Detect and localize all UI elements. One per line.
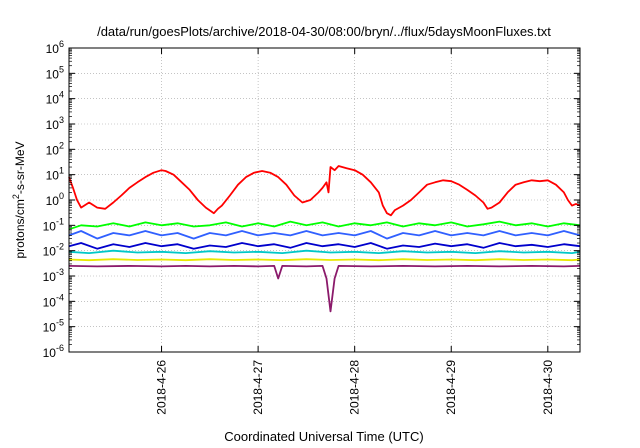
y-tick-label: 101 (46, 166, 64, 183)
y-tick-label-base: 10 (46, 169, 60, 183)
y-axis-label-sup: 2 (11, 194, 21, 199)
y-tick-label: 10-4 (43, 292, 64, 309)
y-tick-label: 10-6 (43, 343, 64, 360)
y-tick-label-base: 10 (43, 219, 57, 233)
y-tick-label-base: 10 (46, 42, 60, 56)
y-tick-label: 105 (46, 64, 64, 81)
x-tick-label: 2018-4-26 (155, 360, 169, 415)
y-tick-label: 103 (46, 115, 64, 132)
grid-lines (69, 48, 580, 352)
data-series (68, 165, 581, 313)
x-tick-label: 2018-4-28 (348, 360, 362, 415)
y-tick-label-exp: -6 (56, 343, 64, 353)
y-tick-label: 102 (46, 140, 64, 157)
y-tick-label-exp: 4 (59, 90, 64, 100)
y-tick-label-exp: 0 (59, 191, 64, 201)
plot-frame (68, 47, 581, 353)
y-tick-label: 10-1 (43, 216, 64, 233)
y-tick-label-base: 10 (43, 270, 57, 284)
y-axis-label-suffix: -s-sr-MeV (13, 141, 27, 194)
y-tick-label-exp: 3 (59, 115, 64, 125)
x-tick-label: 2018-4-30 (541, 360, 555, 415)
y-tick-label-exp: -4 (56, 292, 64, 302)
y-tick-label: 10-5 (43, 318, 64, 335)
y-axis-label-prefix: protons/cm (13, 199, 27, 258)
series-line-6 (68, 258, 581, 262)
series-line-5 (68, 249, 581, 255)
chart-title: /data/run/goesPlots/archive/2018-04-30/0… (97, 24, 551, 39)
y-tick-label-base: 10 (43, 346, 57, 360)
y-tick-label-base: 10 (46, 118, 60, 132)
y-tick-label: 106 (46, 39, 64, 56)
y-tick-label-exp: -2 (56, 242, 64, 252)
series-line-1 (68, 165, 581, 217)
y-tick-label-exp: -1 (56, 216, 64, 226)
series-line-2 (68, 220, 581, 231)
y-tick-label-exp: 5 (59, 64, 64, 74)
y-tick-label: 104 (46, 90, 64, 107)
y-tick-label-exp: 6 (59, 39, 64, 49)
y-tick-label-exp: -5 (56, 318, 64, 328)
y-tick-label: 100 (46, 191, 64, 208)
series-line-7 (68, 264, 581, 313)
y-axis-ticks: 10-610-510-410-310-210-11001011021031041… (43, 39, 580, 360)
y-tick-label-exp: 2 (59, 140, 64, 150)
x-axis-ticks: 2018-4-26 2018-4-27 2018-4-28 2018-4-29 2018… (155, 48, 555, 415)
y-tick-label-base: 10 (46, 194, 60, 208)
y-tick-label-base: 10 (46, 67, 60, 81)
y-tick-label-exp: 1 (59, 166, 64, 176)
y-tick-label-base: 10 (46, 93, 60, 107)
y-tick-label-base: 10 (43, 245, 57, 259)
y-tick-label-exp: -3 (56, 267, 64, 277)
y-tick-label: 10-2 (43, 242, 64, 259)
y-tick-label-base: 10 (43, 295, 57, 309)
y-tick-label-base: 10 (46, 143, 60, 157)
y-axis-label: protons/cm2-s-sr-MeV (11, 141, 27, 258)
x-tick-label: 2018-4-27 (251, 360, 265, 415)
x-axis-label: Coordinated Universal Time (UTC) (224, 429, 423, 444)
y-tick-label-base: 10 (43, 321, 57, 335)
series-line-3 (68, 230, 581, 240)
series-line-4 (68, 242, 581, 250)
y-tick-label: 10-3 (43, 267, 64, 284)
x-tick-label: 2018-4-29 (444, 360, 458, 415)
